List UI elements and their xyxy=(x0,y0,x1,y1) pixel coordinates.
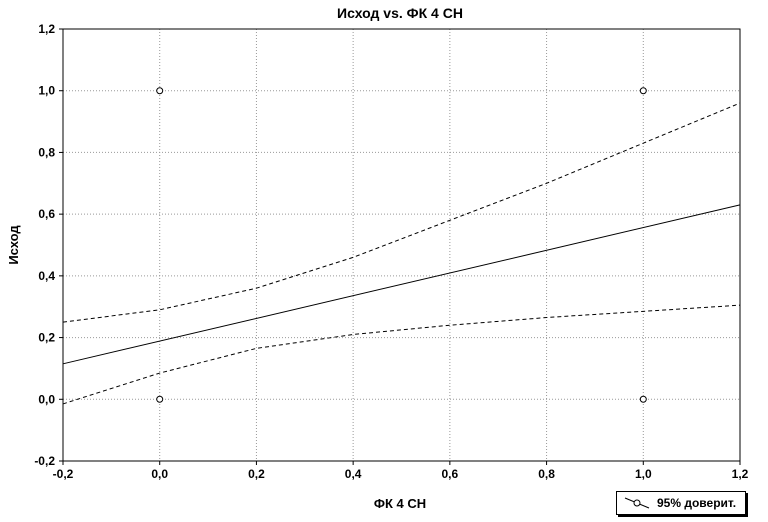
series xyxy=(62,87,741,405)
x-tick-label: 0,8 xyxy=(538,467,555,481)
x-axis-label: ФК 4 СН xyxy=(374,496,426,511)
y-tick-label: 0,8 xyxy=(38,145,55,159)
x-tick-label: 0,6 xyxy=(442,467,459,481)
data-point xyxy=(156,395,164,403)
x-tick-label: 0,4 xyxy=(345,467,362,481)
data-point xyxy=(156,87,164,95)
y-tick-label: 1,2 xyxy=(38,22,55,36)
y-axis-label: Исход xyxy=(6,225,21,265)
legend-marker-icon xyxy=(624,497,650,509)
grid xyxy=(63,29,740,461)
x-tick-label: 0,2 xyxy=(248,467,265,481)
plot-frame xyxy=(62,28,741,462)
chart-title: Исход vs. ФК 4 СН xyxy=(337,5,463,21)
ci-upper-line xyxy=(62,102,741,323)
x-tick-label: 0,0 xyxy=(151,467,168,481)
legend: 95% доверит. xyxy=(616,491,746,515)
y-tick-label: 0,4 xyxy=(38,269,55,283)
data-point xyxy=(639,395,647,403)
y-tick-label: 1,0 xyxy=(38,84,55,98)
y-tick-label: 0,2 xyxy=(38,331,55,345)
legend-label: 95% доверит. xyxy=(657,496,737,510)
regression-line xyxy=(62,204,741,365)
data-point xyxy=(639,87,647,95)
y-tick-label: -0,2 xyxy=(34,454,55,468)
x-tick-label: -0,2 xyxy=(53,467,74,481)
ticks: -0,2 0,0 0,2 0,4 0,6 0,8 1,0 1,2 -0,2 0,0 0,2 0,4 0,… xyxy=(34,22,748,481)
x-tick-label: 1,0 xyxy=(635,467,652,481)
y-tick-label: 0,6 xyxy=(38,207,55,221)
y-tick-label: 0,0 xyxy=(38,392,55,406)
ci-lower-line xyxy=(62,304,741,405)
x-tick-label: 1,2 xyxy=(732,467,749,481)
